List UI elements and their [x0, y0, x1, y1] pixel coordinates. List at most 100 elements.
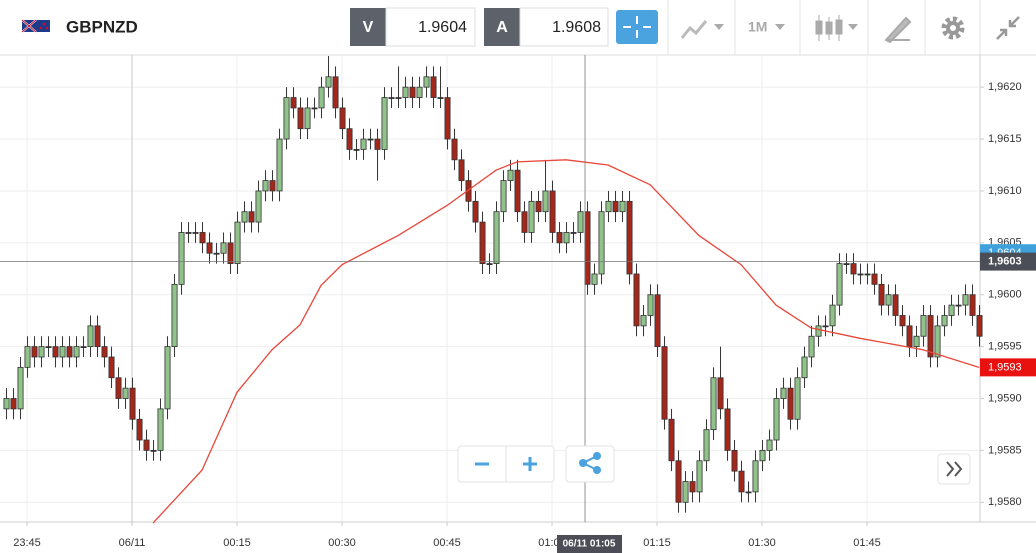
y-tick-label: 1,9610 [988, 185, 1022, 197]
crosshair-button[interactable] [616, 10, 658, 44]
candle-body [388, 97, 395, 99]
zoom-in[interactable] [523, 457, 537, 471]
candle-body [829, 304, 836, 327]
candle-body [780, 387, 787, 399]
candle-body [129, 387, 136, 420]
candle-body [353, 149, 360, 151]
x-tick-label: 01:30 [748, 537, 776, 549]
bid-label: V [363, 19, 374, 36]
draw-button[interactable] [884, 16, 912, 44]
zoom-controls [457, 445, 971, 485]
candle-body [801, 356, 808, 379]
price-marker [980, 358, 1036, 377]
candle-body [934, 325, 941, 358]
scroll-right[interactable] [946, 461, 963, 477]
candle-body [766, 439, 773, 451]
candle-body [752, 460, 759, 493]
candle-body [703, 429, 710, 462]
bid-price: 1.9604 [418, 19, 467, 36]
candle-body [850, 263, 857, 275]
candle-body [864, 273, 871, 276]
candle-body [297, 107, 304, 130]
candle-body [339, 107, 346, 130]
timeframe-arrow[interactable] [775, 24, 785, 30]
candle-body [528, 200, 535, 233]
ask-button[interactable] [484, 8, 520, 46]
candle-body [402, 86, 409, 98]
candle-body [346, 128, 353, 150]
candle-body [815, 325, 822, 337]
candle-body [717, 377, 724, 410]
candle-body [444, 97, 451, 140]
candle-body [234, 221, 241, 264]
candle-body [731, 449, 738, 472]
settings-button[interactable] [941, 16, 965, 40]
y-tick-label: 1,9595 [988, 341, 1022, 353]
candle-body [52, 346, 59, 358]
ask-label: A [496, 19, 508, 36]
candle-body [290, 97, 297, 109]
candle-body [514, 169, 521, 213]
candle-body [192, 232, 199, 234]
candle-body [591, 273, 598, 285]
candle-body [738, 470, 745, 493]
candle-body [24, 346, 31, 368]
candle-body [213, 252, 220, 255]
candle-body [157, 408, 164, 451]
share-button[interactable] [579, 452, 601, 474]
x-tick-label: 00:45 [433, 537, 461, 549]
chart-type-button[interactable] [680, 20, 724, 39]
candle-body [577, 211, 584, 233]
candle-body [262, 180, 269, 192]
candle-body [227, 242, 234, 264]
candle-body [668, 418, 675, 462]
candle-body [633, 273, 640, 327]
candle-body [255, 190, 262, 223]
candle-body [549, 190, 556, 233]
candle-body [878, 283, 885, 306]
candle-body [563, 232, 570, 244]
y-tick-label: 1,9585 [988, 444, 1022, 456]
candle-body [38, 346, 45, 358]
candle-body [612, 200, 619, 213]
candle-body [458, 159, 465, 181]
candle-body [164, 346, 171, 410]
candle-body [675, 460, 682, 503]
candle-body [283, 97, 290, 140]
candle-body [73, 346, 80, 358]
candle-body [710, 377, 717, 431]
candle-body [451, 138, 458, 161]
candle-body [598, 211, 605, 275]
candle-body [66, 346, 73, 358]
candle-body [59, 346, 66, 358]
candle-body [45, 346, 52, 349]
candle-body [927, 315, 934, 358]
collapse-button[interactable] [996, 16, 1020, 40]
candles-button[interactable] [815, 15, 858, 41]
candle-body [220, 242, 227, 254]
candle-body [885, 294, 892, 306]
candle-body [570, 232, 577, 234]
candle-body [325, 76, 332, 88]
bid-button[interactable] [350, 8, 386, 46]
candle-body [311, 107, 318, 110]
candle-body [10, 398, 17, 410]
candle-body [430, 76, 437, 98]
candle-body [409, 86, 416, 98]
ask-price: 1.9608 [552, 19, 601, 36]
candle-body [437, 97, 444, 99]
candle-body [178, 232, 185, 285]
candle-body [416, 86, 423, 98]
ask-box [519, 7, 609, 47]
candle-body [584, 211, 591, 285]
candle-body [171, 283, 178, 348]
timeframe[interactable]: 1M [748, 19, 767, 35]
moving-average [152, 159, 980, 524]
candle-body [535, 200, 542, 213]
x-tick-label: 01:15 [643, 537, 671, 549]
candle-body [794, 377, 801, 420]
candle-body [108, 356, 115, 379]
candle-body [3, 398, 10, 410]
candle-body [969, 294, 976, 316]
